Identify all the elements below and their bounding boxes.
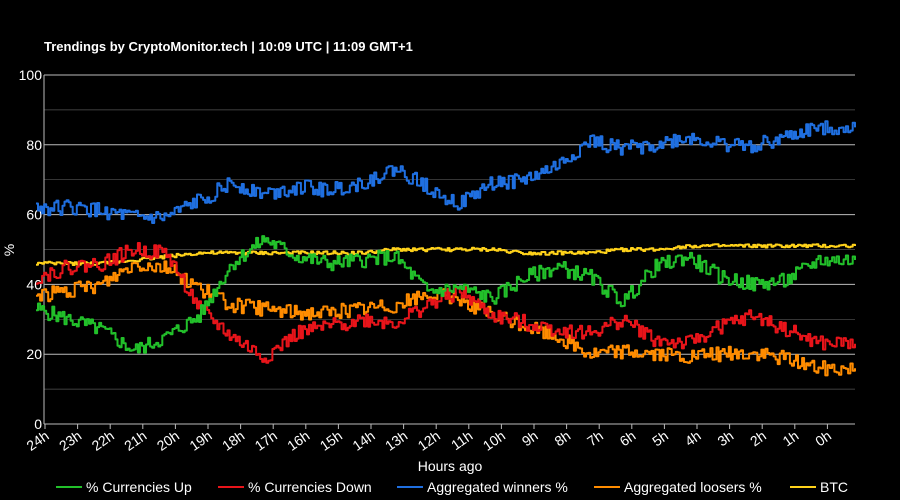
legend-label: Aggregated loosers % xyxy=(624,479,762,495)
series-line xyxy=(36,243,856,266)
x-tick-label: 6h xyxy=(617,427,639,449)
y-tick-label: 100 xyxy=(19,67,43,83)
x-tick-label: 4h xyxy=(682,427,704,449)
series-lines xyxy=(36,120,856,377)
x-tick-label: 21h xyxy=(121,427,149,454)
series-line xyxy=(36,260,856,377)
x-tick-label: 13h xyxy=(382,427,410,454)
x-tick-label: 17h xyxy=(252,427,280,454)
x-axis-title: Hours ago xyxy=(418,458,483,474)
series-line xyxy=(36,235,856,354)
legend-item[interactable]: % Currencies Up xyxy=(56,479,192,495)
x-tick-label: 19h xyxy=(186,427,214,454)
x-tick-label: 24h xyxy=(23,427,51,454)
legend: % Currencies Up % Currencies Down Aggregat… xyxy=(56,479,848,495)
x-tick-label: 20h xyxy=(154,427,182,454)
legend-label: BTC xyxy=(820,479,848,495)
y-tick-label: 80 xyxy=(26,137,42,153)
y-tick-label: 40 xyxy=(26,276,42,292)
y-tick-label: 20 xyxy=(26,346,42,362)
x-tick-label: 1h xyxy=(780,427,802,449)
x-axis-ticks: 24h 23h 22h 21h 20h 19h 18h 17h 16h 15h 14h 13h 12h 1… xyxy=(23,424,834,454)
legend-item[interactable]: BTC xyxy=(790,479,848,495)
x-tick-label: 16h xyxy=(284,427,312,454)
chart-title: Trendings by CryptoMonitor.tech | 10:09 … xyxy=(44,39,413,54)
legend-label: Aggregated winners % xyxy=(427,479,568,495)
x-tick-label: 3h xyxy=(714,427,736,449)
x-tick-label: 7h xyxy=(584,427,606,449)
x-tick-label: 9h xyxy=(519,427,541,449)
legend-item[interactable]: Aggregated loosers % xyxy=(594,479,762,495)
x-tick-label: 14h xyxy=(349,427,377,454)
y-tick-label: 0 xyxy=(34,416,42,432)
x-tick-label: 15h xyxy=(317,427,345,454)
x-tick-label: 12h xyxy=(415,427,443,454)
legend-label: % Currencies Down xyxy=(248,479,372,495)
x-tick-label: 11h xyxy=(448,427,475,453)
legend-item[interactable]: % Currencies Down xyxy=(218,479,372,495)
x-tick-label: 5h xyxy=(649,427,671,449)
x-tick-label: 18h xyxy=(219,427,247,454)
legend-item[interactable]: Aggregated winners % xyxy=(397,479,568,495)
legend-label: % Currencies Up xyxy=(86,479,192,495)
x-tick-label: 0h xyxy=(812,427,834,449)
y-axis-title: % xyxy=(1,244,17,256)
x-tick-label: 2h xyxy=(747,427,769,449)
x-tick-label: 8h xyxy=(551,427,573,449)
x-tick-label: 22h xyxy=(89,427,117,454)
series-line xyxy=(36,120,856,224)
x-tick-label: 23h xyxy=(56,427,84,454)
x-tick-label: 10h xyxy=(480,427,508,454)
